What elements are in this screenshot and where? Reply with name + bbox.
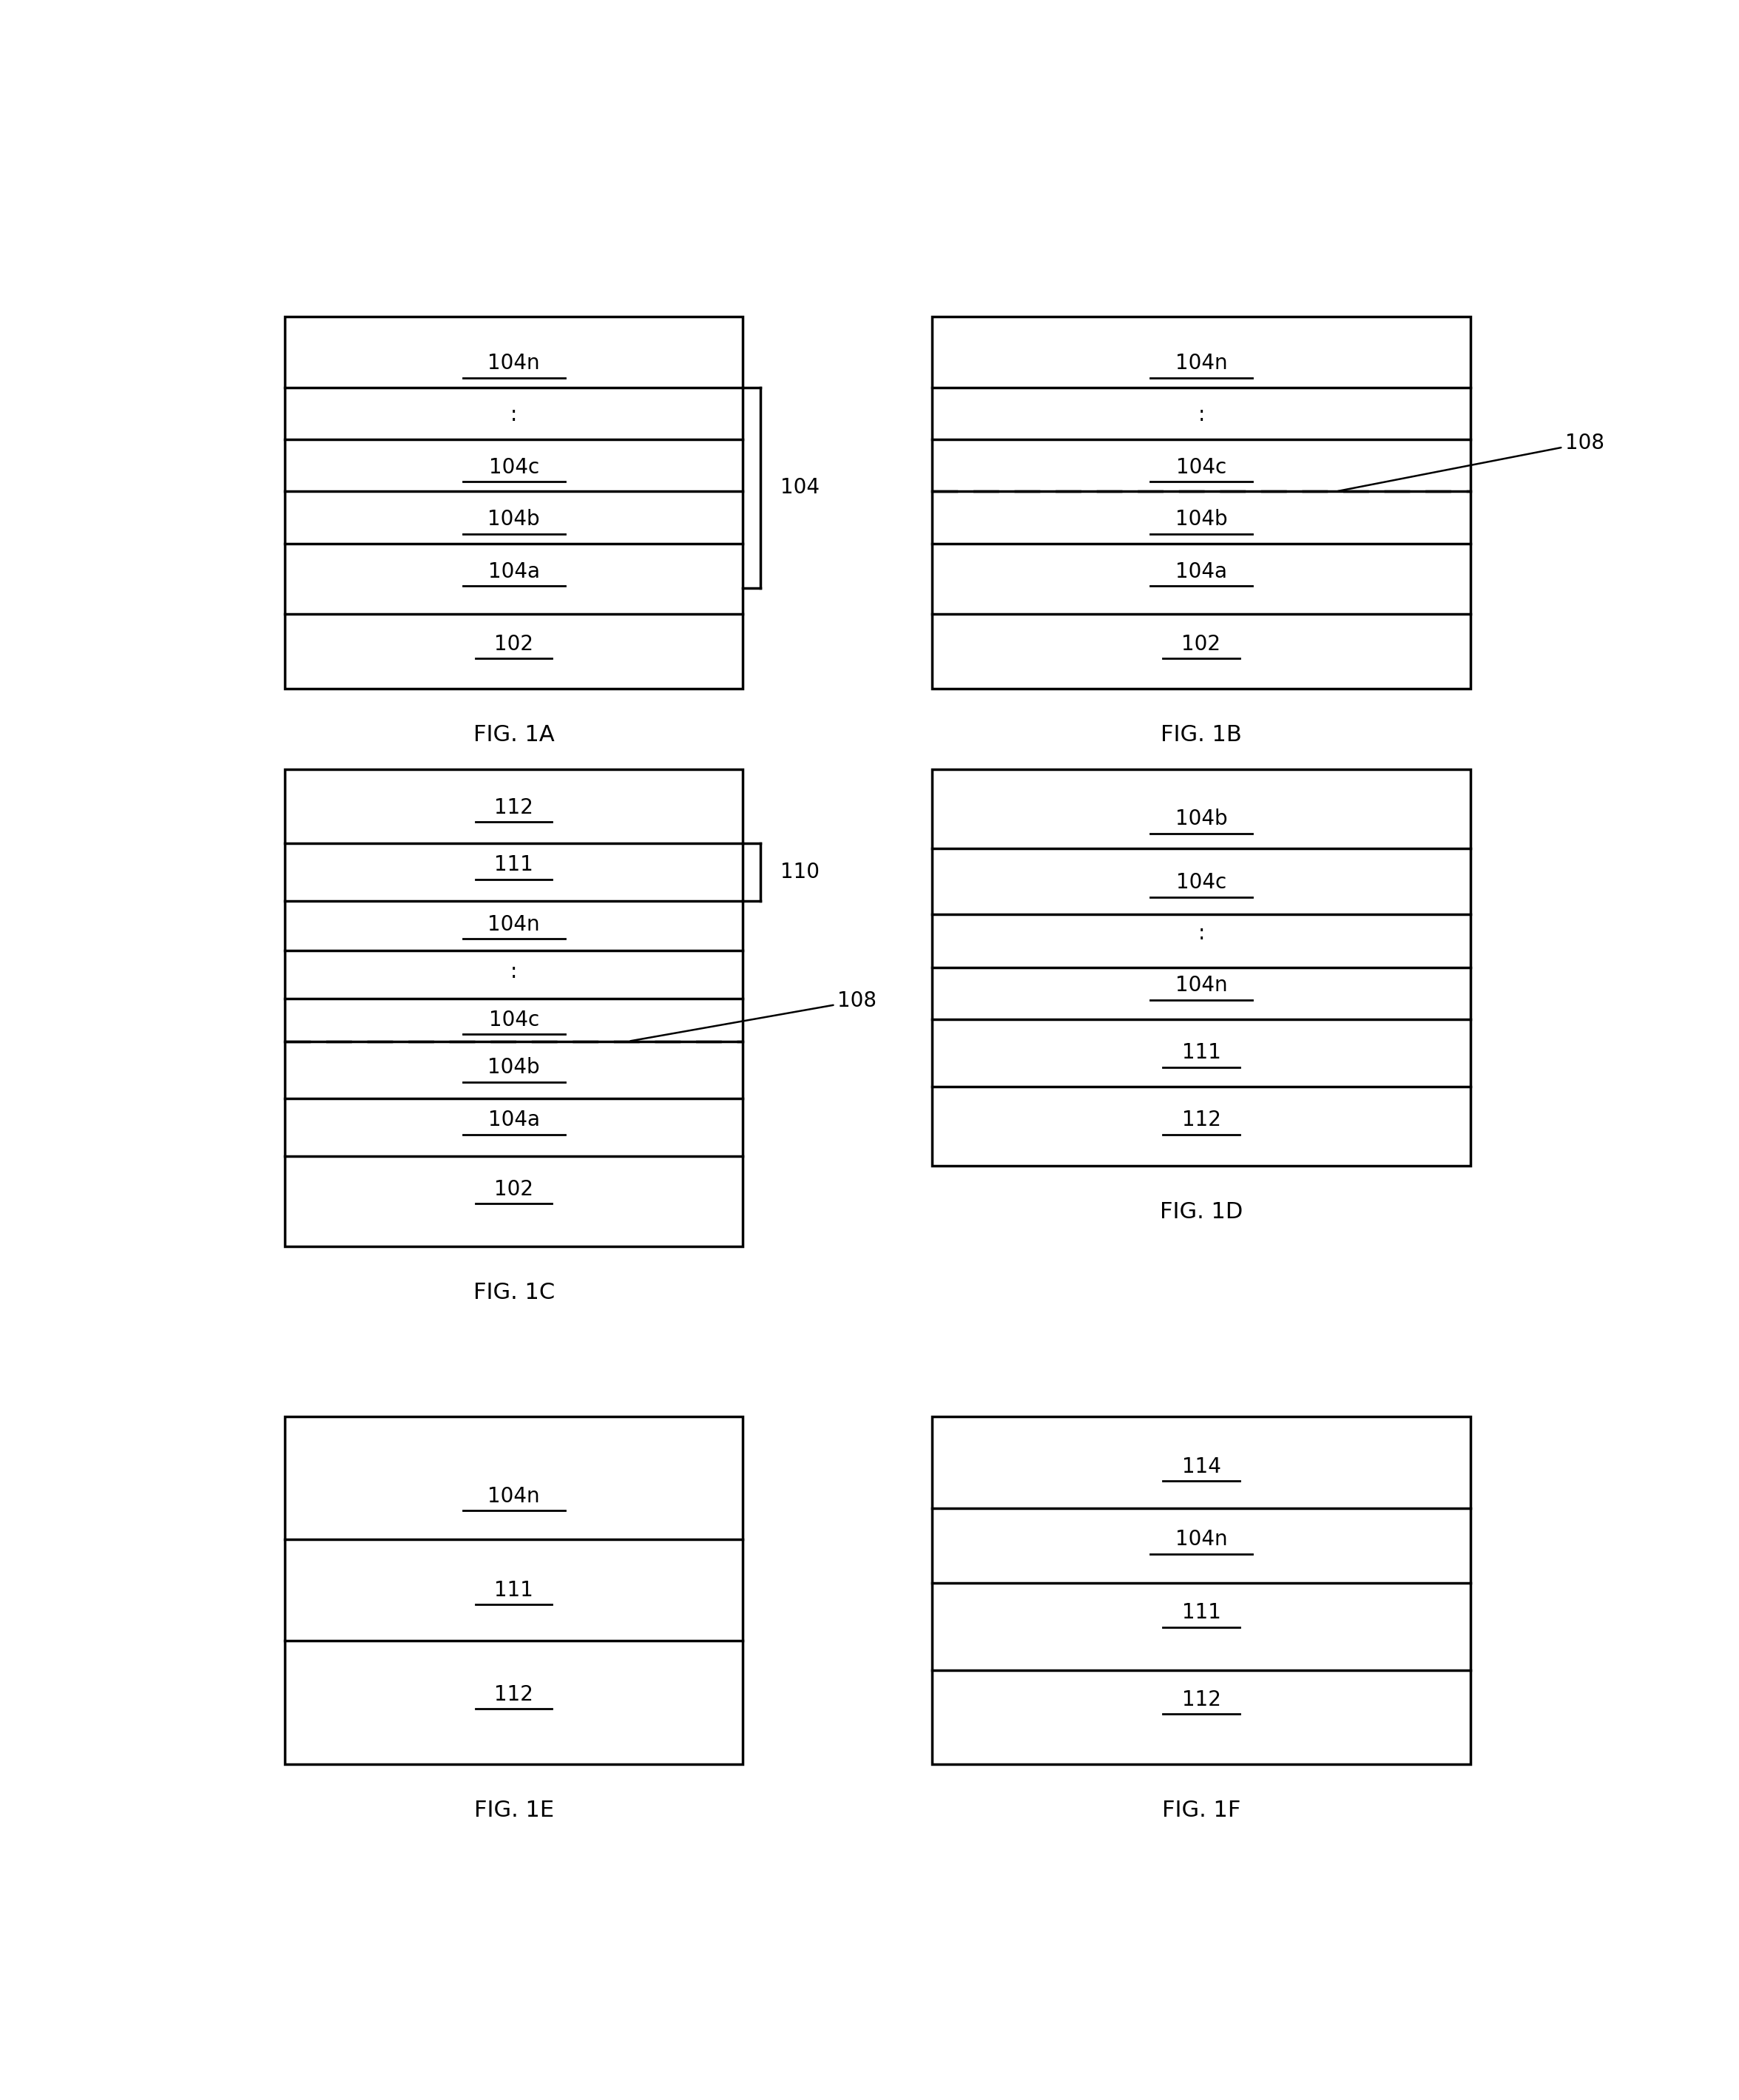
Text: FIG. 1F: FIG. 1F (1162, 1800, 1240, 1821)
Text: 112: 112 (494, 1684, 534, 1705)
Text: 104b: 104b (487, 508, 541, 529)
Text: FIG. 1E: FIG. 1E (475, 1800, 553, 1821)
Bar (285, 1415, 743, 1764)
Text: 104n: 104n (487, 913, 541, 934)
Text: 102: 102 (1181, 634, 1221, 655)
Text: 108: 108 (631, 991, 876, 1042)
Text: 104c: 104c (1176, 458, 1226, 477)
Text: 110: 110 (781, 861, 819, 882)
Text: 104a: 104a (489, 1109, 539, 1130)
Text: 111: 111 (1183, 1042, 1221, 1063)
Text: 104n: 104n (487, 1487, 541, 1506)
Bar (285, 769, 743, 1247)
Text: 104n: 104n (1176, 974, 1228, 995)
Text: 104b: 104b (1176, 808, 1228, 830)
Text: 112: 112 (1183, 1109, 1221, 1130)
Text: 104c: 104c (489, 458, 539, 477)
Text: FIG. 1C: FIG. 1C (473, 1281, 555, 1304)
Text: 102: 102 (494, 634, 534, 655)
Text: 104: 104 (781, 477, 819, 498)
Text: :: : (1198, 405, 1205, 426)
Text: 104b: 104b (487, 1056, 541, 1077)
Text: 112: 112 (494, 798, 534, 819)
Text: FIG. 1D: FIG. 1D (1160, 1201, 1243, 1222)
Text: 104n: 104n (1176, 1529, 1228, 1550)
Text: 104n: 104n (487, 353, 541, 374)
Bar (285, 317, 743, 689)
Text: 111: 111 (1183, 1602, 1221, 1623)
Text: FIG. 1A: FIG. 1A (473, 724, 555, 745)
Text: 114: 114 (1183, 1455, 1221, 1476)
Text: 104a: 104a (489, 561, 539, 582)
Text: 111: 111 (494, 855, 534, 876)
Text: :: : (1198, 924, 1205, 945)
Text: :: : (511, 962, 516, 983)
Text: 112: 112 (1183, 1688, 1221, 1709)
Text: 111: 111 (494, 1579, 534, 1600)
Text: :: : (511, 405, 516, 426)
Text: 104c: 104c (1176, 871, 1226, 892)
Text: 102: 102 (494, 1178, 534, 1199)
Bar (932, 317, 1471, 689)
Text: 108: 108 (1337, 433, 1605, 491)
Text: 104b: 104b (1176, 508, 1228, 529)
Bar (932, 1415, 1471, 1764)
Text: 104n: 104n (1176, 353, 1228, 374)
Text: 104a: 104a (1176, 561, 1228, 582)
Text: 104c: 104c (489, 1010, 539, 1031)
Text: FIG. 1B: FIG. 1B (1160, 724, 1242, 745)
Bar (932, 769, 1471, 1166)
